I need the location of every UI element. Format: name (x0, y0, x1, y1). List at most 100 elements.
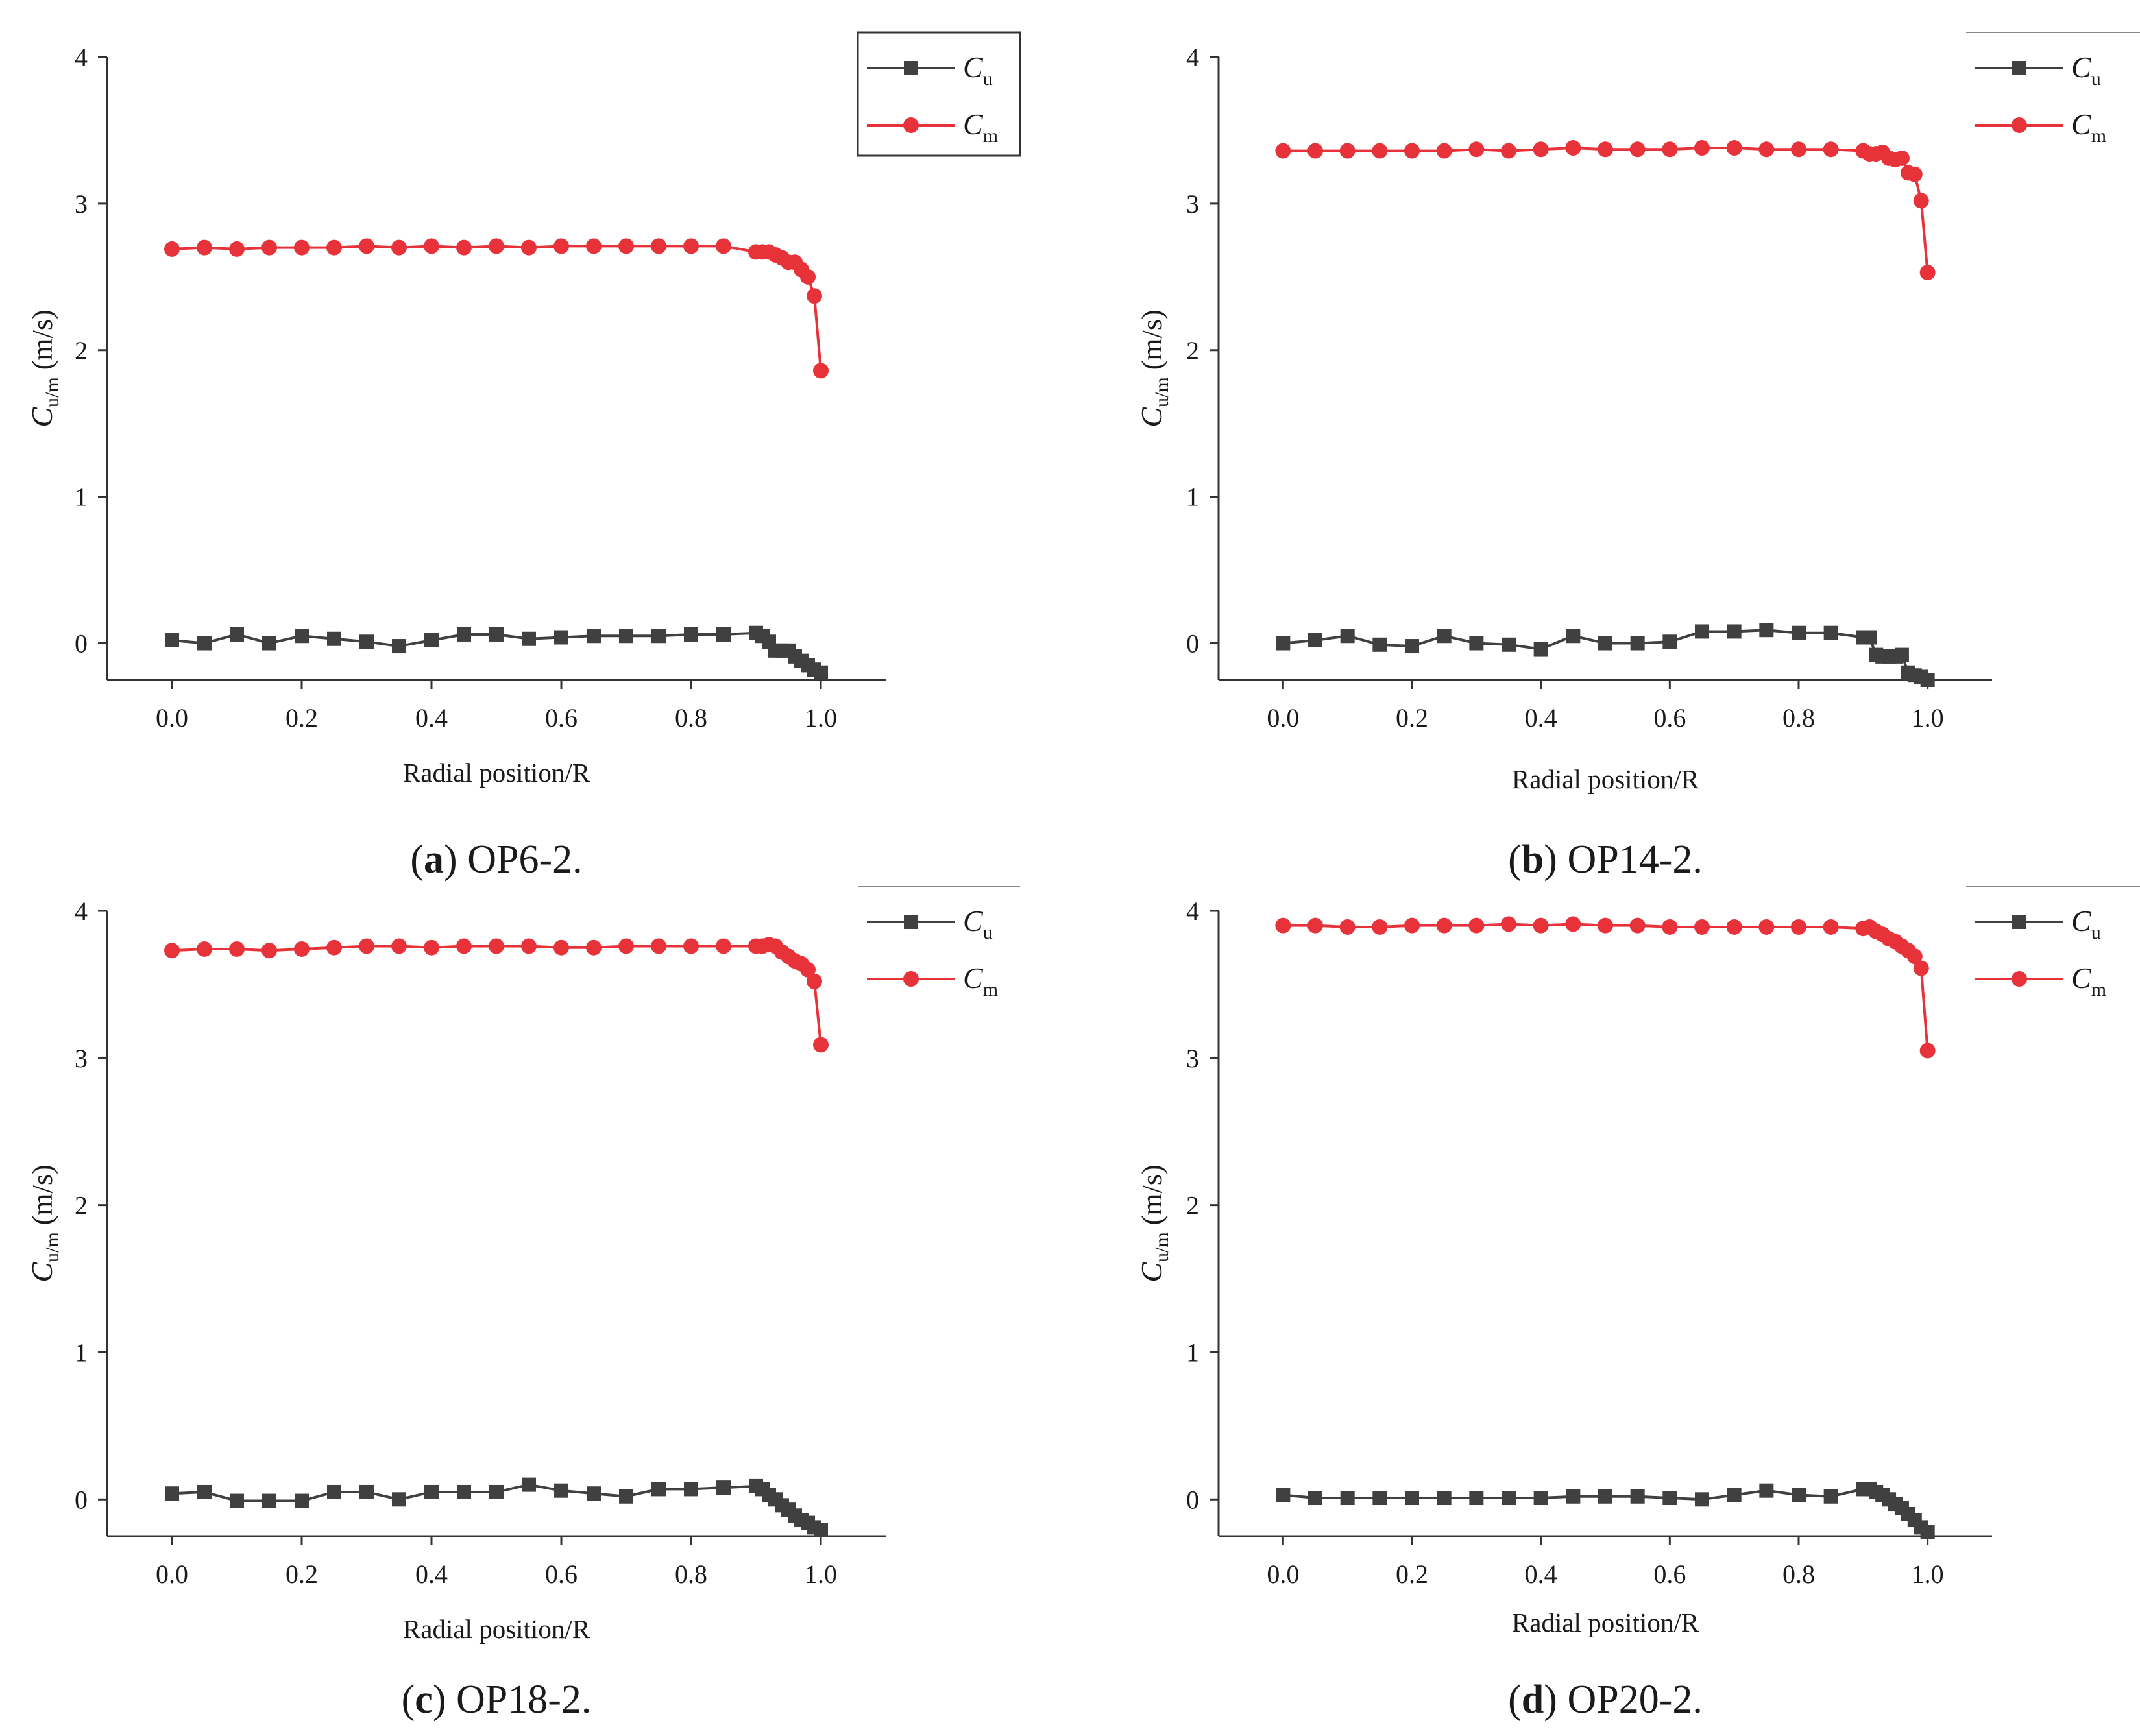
series-Cu (165, 625, 828, 680)
data-point-Cu (1759, 1483, 1774, 1498)
y-tick-label: 4 (75, 43, 88, 72)
data-point-Cu (1630, 636, 1645, 651)
data-point-Cu (651, 1482, 666, 1497)
y-tick-label: 4 (1186, 43, 1199, 72)
data-point-Cu (1372, 637, 1387, 652)
data-point-Cm (1726, 919, 1742, 935)
x-tick-label: 0.4 (1525, 703, 1557, 732)
x-tick-label: 0.8 (1782, 703, 1815, 732)
legend-label-Cu: Cu (2071, 51, 2101, 90)
data-point-Cm (1598, 141, 1613, 158)
x-tick-label: 1.0 (805, 1560, 837, 1589)
caption-close-paren: ) (433, 1678, 456, 1722)
legend: Cu Cm (858, 886, 1020, 1000)
data-point-Cm (489, 938, 504, 954)
data-point-Cm (1662, 141, 1678, 158)
data-point-Cm (1726, 140, 1742, 156)
data-point-Cm (553, 238, 569, 254)
data-point-Cm (1372, 919, 1388, 935)
data-point-Cm (1906, 166, 1923, 182)
legend-subscript: m (983, 979, 998, 1000)
data-point-Cm (164, 241, 180, 257)
data-point-Cm (1791, 919, 1806, 935)
series-Cu (1276, 1482, 1935, 1539)
series-Cu (1276, 623, 1935, 687)
legend-subscript: m (2091, 125, 2106, 147)
legend-marker-Cm (2012, 971, 2027, 987)
legend-label-Cu: Cu (2071, 904, 2101, 943)
series-line-Cm (1283, 922, 1929, 1051)
legend-marker-Cu (2012, 61, 2026, 75)
legend-symbol: C (2071, 51, 2092, 84)
data-point-Cm (1533, 917, 1549, 934)
x-tick-label: 1.0 (1912, 1560, 1944, 1589)
data-point-Cm (800, 269, 816, 285)
data-point-Cm (197, 941, 212, 957)
data-point-Cm (1275, 143, 1291, 159)
data-point-Cu (1894, 647, 1909, 662)
data-point-Cu (1759, 623, 1774, 638)
x-tick-label: 0.0 (156, 1560, 188, 1589)
x-tick-label: 0.4 (1525, 1560, 1557, 1589)
data-point-Cm (1436, 917, 1452, 934)
data-point-Cu (295, 629, 309, 644)
data-point-Cu (1792, 625, 1806, 640)
y-tick-label: 1 (1186, 1338, 1199, 1367)
y-axis-title-subscript: u/m (42, 377, 63, 407)
y-tick-label: 0 (1186, 1485, 1199, 1514)
data-point-Cm (1913, 193, 1929, 209)
data-point-Cm (391, 239, 407, 256)
data-point-Cm (164, 943, 180, 959)
data-point-Cu (1920, 1525, 1935, 1539)
y-tick-label: 0 (75, 629, 88, 658)
data-point-Cm (1906, 948, 1923, 965)
data-point-Cm (1436, 143, 1452, 159)
caption-close-paren: ) (1544, 838, 1567, 882)
caption-text: OP6-2. (467, 838, 582, 882)
data-point-Cu (554, 1483, 568, 1498)
data-point-Cm (1307, 917, 1323, 934)
data-point-Cm (359, 938, 374, 954)
data-point-Cu (197, 1484, 212, 1499)
legend-symbol: C (2071, 904, 2092, 937)
data-point-Cm (294, 239, 310, 256)
data-point-Cu (424, 1484, 439, 1499)
data-point-Cu (262, 1493, 276, 1508)
data-point-Cm (229, 241, 245, 257)
data-point-Cm (1913, 960, 1929, 976)
data-point-Cu (1823, 1489, 1838, 1504)
x-tick-label: 0.4 (415, 703, 448, 732)
legend-subscript: m (983, 125, 998, 147)
data-point-Cm (456, 239, 472, 256)
x-tick-label: 0.2 (1396, 1560, 1428, 1589)
data-point-Cm (807, 288, 822, 304)
data-point-Cm (1758, 141, 1775, 158)
data-point-Cm (1823, 141, 1839, 158)
series-Cm (164, 937, 829, 1053)
chart-panel-b: 0 1 2 3 4 0.0 0.2 0.4 0.6 0.8 1.0 Radial position/R… (1135, 32, 2140, 882)
data-point-Cm (553, 939, 569, 956)
legend-marker-Cm (2012, 117, 2027, 133)
data-point-Cm (391, 938, 407, 954)
series-Cm (164, 238, 829, 379)
data-point-Cu (1340, 1491, 1355, 1506)
y-tick-label: 0 (75, 1485, 88, 1514)
data-point-Cm (683, 938, 699, 954)
legend-subscript: u (983, 922, 993, 943)
data-point-Cm (424, 939, 439, 956)
panel-caption: (d) OP20-2. (1508, 1678, 1703, 1722)
data-point-Cu (392, 1492, 406, 1507)
data-point-Cm (1823, 919, 1839, 935)
chart-panel-a: 0 1 2 3 4 0.0 0.2 0.4 0.6 0.8 1.0 Radial position/R… (25, 31, 1021, 882)
data-point-Cm (1307, 143, 1323, 159)
data-point-Cu (1862, 630, 1877, 645)
legend-label-Cm: Cm (963, 961, 998, 1000)
x-tick-label: 0.8 (1782, 1560, 1815, 1589)
legend-symbol: C (2071, 961, 2092, 995)
data-point-Cu (684, 627, 698, 642)
legend-label-Cu: Cu (963, 904, 993, 943)
data-point-Cu (1823, 625, 1838, 640)
data-point-Cu (457, 627, 471, 642)
data-point-Cm (1275, 917, 1291, 934)
